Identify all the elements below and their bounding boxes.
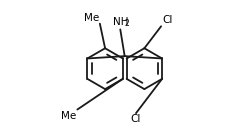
- Text: Cl: Cl: [162, 15, 173, 25]
- Text: Me: Me: [84, 13, 99, 23]
- Text: 2: 2: [124, 19, 129, 28]
- Text: Me: Me: [61, 111, 76, 121]
- Text: NH: NH: [113, 17, 128, 27]
- Text: Cl: Cl: [131, 114, 141, 124]
